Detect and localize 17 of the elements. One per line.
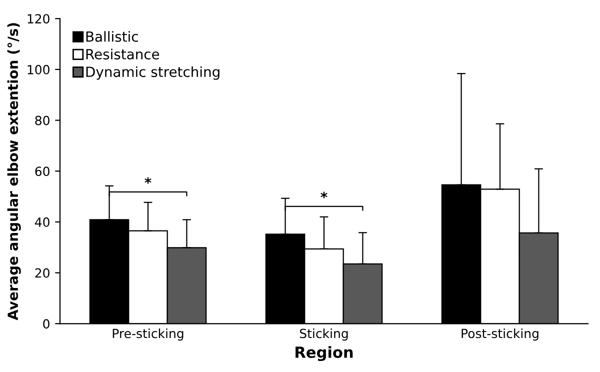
y-axis-title: Average angular elbow extention (°/s) — [7, 23, 21, 320]
x-tick-label: Sticking — [300, 328, 348, 341]
x-axis-title: Region — [296, 346, 353, 362]
x-tick-label: Pre-sticking — [112, 328, 184, 341]
y-tick-label: 120 — [28, 14, 50, 24]
legend-label: Resistance — [86, 48, 160, 60]
x-tick-label: Post-sticking — [462, 328, 538, 341]
y-tick-label: 20 — [35, 268, 50, 278]
annotation: * — [144, 177, 152, 184]
legend-label: Dynamic stretching — [86, 66, 220, 80]
y-tick-label: 80 — [35, 116, 50, 126]
annotation: * — [320, 192, 328, 198]
y-tick-label: 0 — [43, 319, 50, 329]
y-tick-label: 100 — [28, 64, 50, 74]
y-tick-label: 40 — [34, 217, 50, 227]
y-tick-label: 60 — [35, 166, 50, 176]
legend-label: Ballistic — [86, 31, 138, 42]
